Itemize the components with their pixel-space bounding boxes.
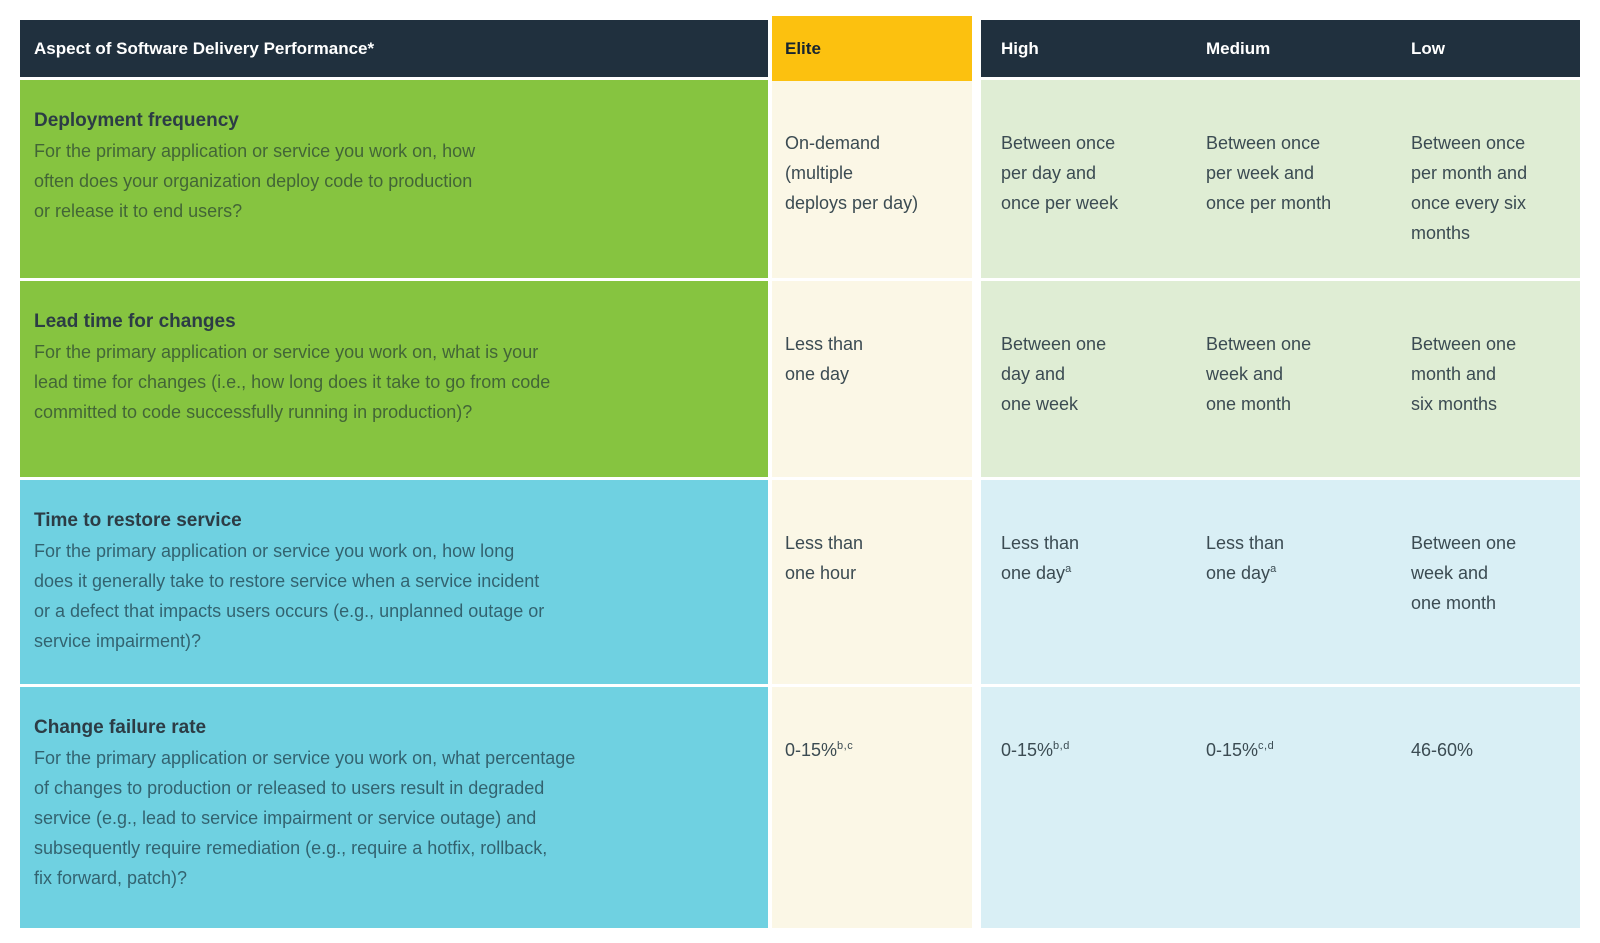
row-restore-service-question: Time to restore service For the primary … [20,480,768,684]
cell-value: Between once per week and once per month [1206,133,1332,213]
row-title: Lead time for changes [34,311,236,332]
row-change-failure-question: Change failure rate For the primary appl… [20,687,768,928]
footnote-marker: c,d [1258,740,1275,752]
cell-value: Between once per month and once every si… [1411,133,1528,243]
row-title: Change failure rate [34,717,207,738]
level-header-medium: Medium [1186,20,1391,77]
footnote-marker: a [1270,563,1277,575]
cell-value: Less than one day [1001,533,1080,583]
cell-restore-elite: Less than one hour [768,480,981,684]
level-header-low-label: Low [1411,38,1445,58]
cell-deployment-high: Between once per day and once per week [981,80,1186,278]
cell-value: 0-15% [785,740,838,760]
cell-value: Between one month and six months [1411,334,1517,414]
row-description: For the primary application or service y… [34,541,545,651]
cell-failure-low: 46-60% [1391,687,1580,928]
cell-value: Between one day and one week [1001,334,1107,414]
cell-restore-medium: Less than one daya [1186,480,1391,684]
cell-value: Between once per day and once per week [1001,133,1119,213]
cell-value: Less than one hour [785,533,864,583]
cell-value: 0-15% [1001,740,1054,760]
row-description: For the primary application or service y… [34,141,476,221]
row-title: Deployment frequency [34,110,239,131]
level-header-high: High [981,20,1186,77]
cell-deployment-low: Between once per month and once every si… [1391,80,1580,278]
cell-restore-low: Between one week and one month [1391,480,1580,684]
sdo-performance-table: Aspect of Software Delivery Performance*… [20,16,1580,928]
cell-value: Less than one day [785,334,864,384]
aspect-header: Aspect of Software Delivery Performance* [20,20,768,77]
cell-value: 0-15% [1206,740,1259,760]
cell-value: Between one week and one month [1206,334,1312,414]
row-lead-time-question: Lead time for changes For the primary ap… [20,281,768,477]
cell-deployment-elite: On-demand (multiple deploys per day) [768,80,981,278]
cell-leadtime-low: Between one month and six months [1391,281,1580,477]
row-description: For the primary application or service y… [34,342,551,422]
row-title: Time to restore service [34,510,242,531]
cell-value: Less than one day [1206,533,1285,583]
level-header-elite-label: Elite [785,38,821,58]
aspect-header-label: Aspect of Software Delivery Performance* [34,38,375,58]
row-description: For the primary application or service y… [34,748,576,888]
level-header-medium-label: Medium [1206,38,1271,58]
cell-failure-high: 0-15%b,d [981,687,1186,928]
cell-value: 46-60% [1411,740,1474,760]
footnote-marker: a [1065,563,1072,575]
cell-failure-elite: 0-15%b,c [768,687,981,928]
level-header-high-label: High [1001,38,1039,58]
cell-restore-high: Less than one daya [981,480,1186,684]
cell-leadtime-medium: Between one week and one month [1186,281,1391,477]
cell-value: On-demand (multiple deploys per day) [785,133,919,213]
level-header-low: Low [1391,20,1580,77]
cell-leadtime-elite: Less than one day [768,281,981,477]
row-deployment-frequency-question: Deployment frequency For the primary app… [20,80,768,278]
footnote-marker: b,c [837,740,854,752]
cell-failure-medium: 0-15%c,d [1186,687,1391,928]
cell-deployment-medium: Between once per week and once per month [1186,80,1391,278]
cell-leadtime-high: Between one day and one week [981,281,1186,477]
level-header-elite: Elite [768,16,981,81]
footnote-marker: b,d [1053,740,1070,752]
cell-value: Between one week and one month [1411,533,1517,613]
